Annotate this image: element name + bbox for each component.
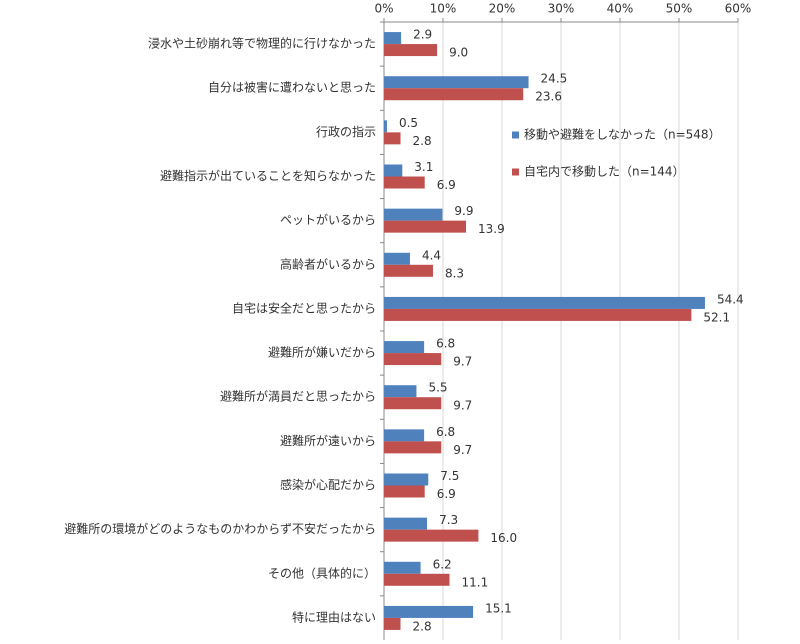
y-tick-label: 避難所の環境がどのようなものかわからず不安だったから (64, 521, 376, 536)
x-tick-label: 20% (489, 2, 516, 16)
data-label: 7.5 (440, 469, 459, 483)
data-label: 6.8 (436, 337, 455, 351)
y-tick-label: 避難指示が出ていることを知らなかった (160, 168, 376, 183)
data-label: 54.4 (717, 292, 744, 306)
y-tick-label: 避難所が遠いから (280, 433, 376, 448)
y-tick-label: 特に理由はない (292, 609, 376, 624)
bar (384, 353, 442, 366)
data-label: 13.9 (478, 222, 505, 236)
x-tick-label: 50% (666, 2, 693, 16)
x-tick-label: 0% (374, 2, 393, 16)
data-label: 6.8 (436, 425, 455, 439)
data-label: 24.5 (541, 72, 568, 86)
bar (384, 529, 479, 542)
bar (384, 385, 417, 398)
bar (384, 176, 425, 189)
y-tick-label: 浸水や土砂崩れ等で物理的に行けなかった (148, 36, 376, 51)
data-label: 15.1 (485, 601, 512, 615)
data-label: 9.7 (453, 399, 472, 413)
bar (384, 441, 442, 454)
x-tick-label: 40% (607, 2, 634, 16)
data-label: 8.3 (445, 266, 464, 280)
data-label: 7.3 (439, 513, 458, 527)
x-tick-label: 10% (430, 2, 457, 16)
data-label: 0.5 (399, 116, 418, 130)
bar (384, 605, 474, 618)
legend-swatch (512, 131, 519, 139)
legend-label: 自宅内で移動した（n=144） (524, 164, 685, 179)
y-tick-label: 高齢者がいるから (280, 256, 376, 271)
y-tick-label: 避難所が嫌いだから (268, 345, 376, 360)
y-tick-label: ペットがいるから (280, 212, 376, 227)
y-tick-label: その他（具体的に） (268, 565, 376, 580)
y-tick-label: 感染が心配だから (280, 477, 376, 492)
bar (384, 32, 402, 45)
bar (384, 208, 443, 221)
data-label: 2.8 (413, 619, 432, 633)
bar (384, 296, 705, 309)
legend-swatch (512, 168, 519, 176)
x-tick-label: 30% (548, 2, 575, 16)
data-label: 6.9 (437, 178, 456, 192)
y-tick-label: 自宅は安全だと思ったから (232, 300, 376, 315)
legend-label: 移動や避難をしなかった（n=548） (524, 127, 721, 142)
bar (384, 264, 433, 277)
y-tick-label: 行政の指示 (316, 124, 376, 139)
bar (384, 88, 524, 101)
data-label: 9.7 (453, 443, 472, 457)
bar (384, 44, 438, 57)
data-label: 11.1 (461, 575, 488, 589)
bar (384, 485, 425, 498)
data-label: 9.0 (449, 46, 468, 60)
bar (384, 76, 529, 89)
bar (384, 429, 425, 442)
data-label: 16.0 (490, 531, 517, 545)
bar (384, 308, 692, 321)
data-label: 9.9 (454, 204, 473, 218)
data-label: 9.7 (453, 355, 472, 369)
data-label: 6.2 (433, 557, 452, 571)
bar (384, 164, 403, 177)
data-label: 3.1 (414, 160, 433, 174)
data-label: 52.1 (703, 310, 730, 324)
bar (384, 561, 421, 574)
bar (384, 132, 401, 145)
data-label: 23.6 (535, 90, 562, 104)
y-tick-label: 避難所が満員だと思ったから (220, 389, 376, 404)
bar (384, 617, 401, 630)
data-label: 4.4 (422, 248, 441, 262)
bar (384, 252, 410, 265)
data-label: 2.8 (413, 134, 432, 148)
data-label: 2.9 (413, 28, 432, 42)
bar (384, 120, 387, 133)
data-label: 6.9 (437, 487, 456, 501)
bar (384, 573, 450, 586)
bar (384, 397, 442, 410)
bar (384, 473, 429, 486)
data-label: 5.5 (428, 381, 447, 395)
bar (384, 220, 467, 233)
y-tick-label: 自分は被害に遭わないと思った (208, 80, 376, 95)
bar (384, 517, 428, 530)
bar (384, 341, 425, 354)
x-tick-label: 60% (725, 2, 752, 16)
